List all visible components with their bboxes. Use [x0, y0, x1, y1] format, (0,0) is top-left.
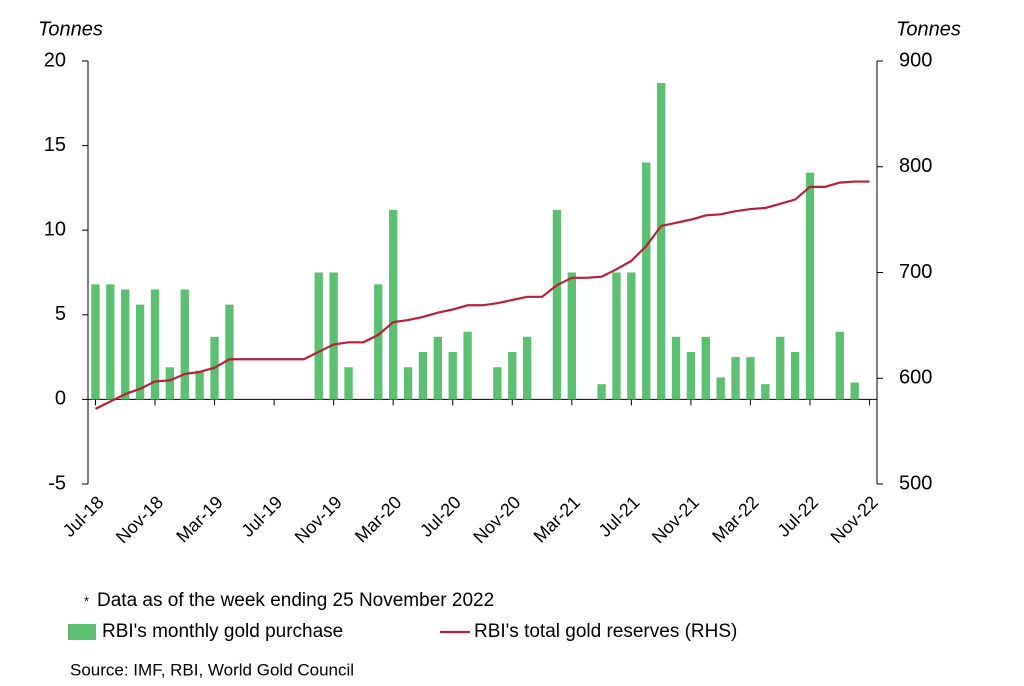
y-tick-label: 10: [44, 218, 66, 240]
bar: [835, 331, 844, 400]
bar: [716, 377, 725, 400]
bar: [776, 336, 785, 400]
bar: [314, 272, 323, 400]
right-axis-label: Tonnes: [896, 18, 961, 40]
x-tick-label: Jul-22: [773, 492, 822, 541]
bar: [656, 82, 666, 400]
bar: [135, 304, 145, 400]
bar: [790, 352, 800, 400]
footnote-marker: *: [84, 593, 89, 608]
y-tick-label: 0: [55, 388, 66, 410]
x-tick-label: Nov-19: [291, 492, 346, 547]
bar: [374, 284, 383, 400]
bar: [121, 289, 130, 400]
x-tick-label: Nov-21: [648, 492, 703, 547]
y2-tick-label: 800: [899, 155, 932, 177]
x-tick-label: Mar-20: [351, 492, 405, 546]
bar: [642, 162, 651, 400]
legend-label: RBI's total gold reserves (RHS): [474, 621, 737, 642]
bar: [493, 367, 502, 400]
bar: [91, 284, 100, 400]
y-tick-label: 5: [55, 303, 66, 325]
note: Data as of the week ending 25 November 2…: [97, 590, 494, 611]
bar: [448, 352, 457, 400]
legend-swatch: [68, 624, 96, 640]
bar: [150, 289, 160, 400]
bar: [165, 367, 175, 400]
bar: [761, 384, 770, 400]
source: Source: IMF, RBI, World Gold Council: [70, 660, 354, 679]
bar: [731, 357, 740, 400]
x-tick-label: Nov-18: [112, 492, 167, 547]
bar: [850, 382, 859, 400]
x-tick-label: Jul-21: [595, 492, 644, 541]
bar: [180, 289, 189, 400]
x-tick-label: Nov-20: [469, 492, 524, 547]
bar: [567, 272, 576, 400]
bar: [463, 331, 472, 400]
bar: [701, 336, 710, 400]
y-tick-label: 20: [44, 49, 66, 71]
bar: [329, 272, 338, 400]
line: [94, 180, 870, 410]
bar: [508, 352, 517, 400]
bar: [552, 209, 562, 400]
bar: [522, 336, 532, 400]
y-tick-label: 15: [44, 134, 66, 156]
x-tick-label: Jul-18: [59, 492, 108, 541]
x-tick-label: Mar-22: [708, 492, 762, 546]
bar: [671, 336, 681, 400]
x-tick-label: Nov-22: [827, 492, 882, 547]
bar: [106, 284, 115, 400]
legend-label: RBI's monthly gold purchase: [102, 621, 343, 642]
bar: [403, 367, 413, 400]
x-tick-label: Jul-20: [416, 492, 465, 541]
bar: [805, 172, 815, 400]
y2-tick-label: 700: [899, 261, 932, 283]
x-tick-label: Jul-19: [237, 492, 286, 541]
bar: [597, 384, 606, 400]
bar: [612, 272, 621, 400]
bar: [344, 367, 353, 400]
left-axis-label: Tonnes: [38, 18, 103, 40]
bar: [389, 209, 398, 400]
y2-tick-label: 900: [899, 49, 932, 71]
x-tick-label: Mar-19: [172, 492, 226, 546]
x-tick-label: Mar-21: [530, 492, 584, 546]
bar: [686, 352, 696, 400]
bar: [418, 352, 428, 400]
y2-tick-label: 500: [899, 472, 932, 494]
bar: [627, 272, 636, 400]
bar: [225, 304, 234, 400]
bar: [746, 357, 755, 400]
bar: [433, 336, 443, 400]
y-tick-label: -5: [48, 472, 66, 494]
bar: [195, 370, 204, 400]
y2-tick-label: 600: [899, 367, 932, 389]
